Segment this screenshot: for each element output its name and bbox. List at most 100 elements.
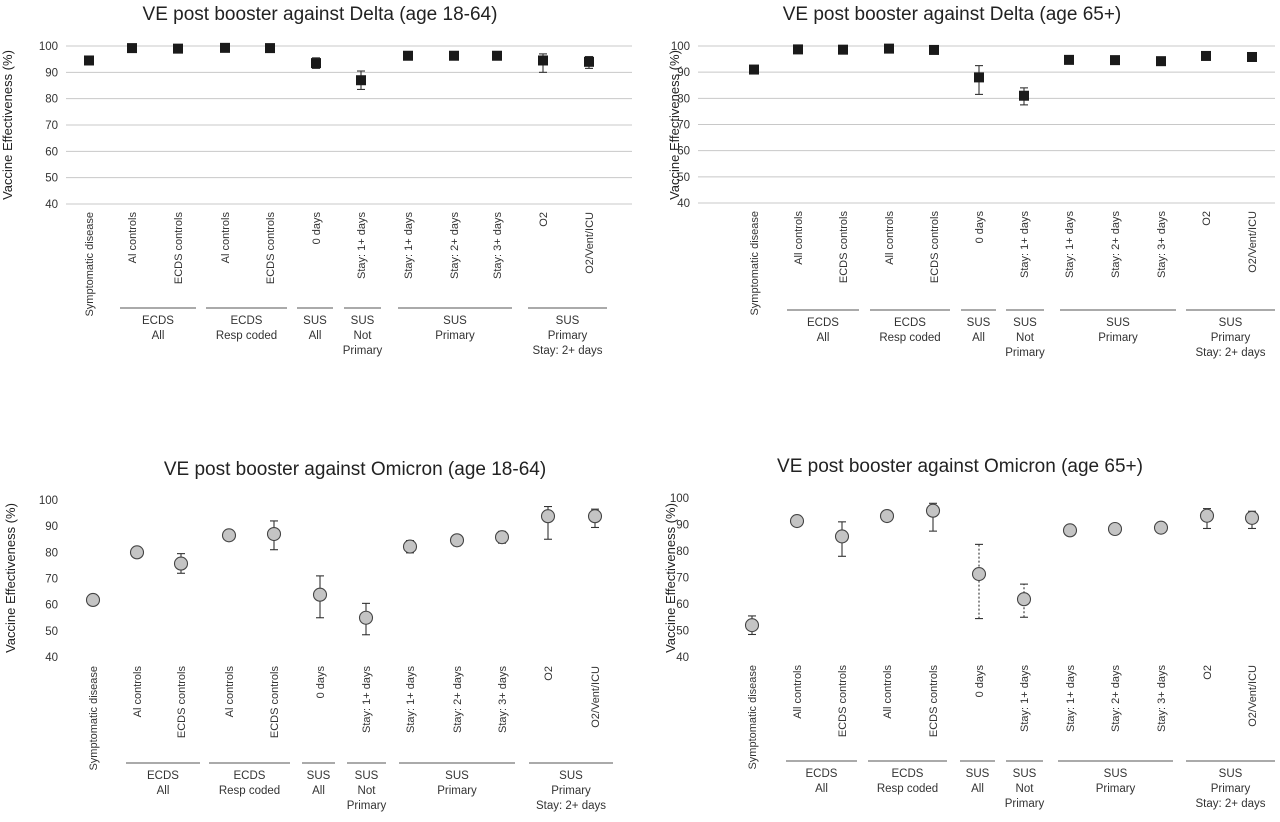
group-label: Not [354,330,373,342]
x-category-label: Stay: 3+ days [492,212,504,279]
data-point [1201,50,1211,61]
x-category-label: All controls [884,211,896,265]
point-marker [929,44,939,55]
data-point [1156,56,1166,67]
group-label: Resp coded [877,783,938,795]
data-point [402,539,418,554]
group-label: Primary [437,785,477,797]
data-point [538,53,548,73]
data-point [884,43,894,54]
point-marker [1107,521,1123,537]
x-category-label: Stay: 2+ days [1110,665,1122,732]
group-label: ECDS [892,768,924,780]
y-axis-label: Vaccine Effectiveness (%) [663,503,678,653]
x-category-label: Stay: 1+ days [361,666,373,733]
group-label: Primary [435,330,475,342]
point-marker [540,509,556,524]
data-point [838,44,848,55]
data-point [974,65,984,95]
x-category-label: All controls [792,665,804,719]
point-marker [84,55,94,66]
x-category-label: Stay: 1+ days [1019,665,1031,732]
data-point [587,508,603,529]
point-marker [129,545,145,560]
y-tick-label: 80 [45,94,58,106]
data-point [540,505,556,540]
group-label: SUS [559,770,583,782]
group-label: All [817,332,830,344]
x-category-label: O2/Vent/ICU [590,666,602,728]
point-marker [744,618,760,633]
point-marker [1201,50,1211,61]
y-tick-label: 50 [45,626,58,638]
data-point [834,521,850,557]
group-label: All [309,330,322,342]
x-category-label: O2 [1201,211,1213,226]
chart-panel-4: VE post booster against Omicron (age 65+… [663,456,1275,810]
point-marker [971,567,987,582]
data-point [1062,523,1078,538]
point-marker [173,43,183,54]
y-tick-label: 60 [677,146,690,158]
group-label: ECDS [807,317,839,329]
data-point [358,602,374,636]
group-label: ECDS [894,317,926,329]
point-marker [1199,508,1215,523]
group-label: All [971,783,984,795]
group-label: Resp coded [219,785,280,797]
x-category-label: ECDS controls [837,665,849,738]
y-axis-label: Vaccine Effectiveness (%) [0,50,15,200]
group-label: Resp coded [216,330,277,342]
group-label: SUS [556,315,580,327]
data-point [1199,508,1215,530]
y-tick-label: 50 [45,173,58,185]
y-axis-label: Vaccine Effectiveness (%) [667,50,682,200]
x-category-label: All controls [793,211,805,265]
x-category-label: O2/Vent/ICU [1247,665,1259,727]
data-point [84,55,94,66]
point-marker [127,43,137,54]
data-point [971,543,987,620]
y-tick-label: 100 [671,41,690,53]
x-category-label: Stay: 1+ days [1065,665,1077,732]
x-category-label: ECDS controls [838,211,850,284]
x-category-label: Symptomatic disease [88,666,100,771]
point-marker [494,530,510,545]
x-category-label: Symptomatic disease [749,211,761,316]
group-label: Not [1016,783,1035,795]
data-point [929,44,939,55]
point-marker [1153,520,1169,535]
y-tick-label: 90 [45,67,58,79]
point-marker [492,50,502,61]
group-label: All [972,332,985,344]
group-label: Stay: 2+ days [536,800,606,812]
point-marker [449,50,459,61]
x-category-label: O2 [538,212,550,227]
x-category-label: Stay: 2+ days [452,666,464,733]
point-marker [834,529,850,544]
y-tick-label: 90 [45,521,58,533]
x-category-label: 0 days [315,666,327,699]
data-point [129,545,145,560]
data-point [494,530,510,545]
y-tick-label: 100 [670,493,689,505]
data-point [879,508,895,524]
y-tick-label: 80 [45,547,58,559]
y-tick-label: 50 [676,626,689,638]
chart-panel-1: VE post booster against Delta (age 18-64… [0,4,632,357]
group-label: Primary [1005,798,1045,810]
chart-title: VE post booster against Delta (age 18-64… [143,4,498,25]
y-tick-label: 70 [676,573,689,585]
x-category-label: Al controls [224,666,236,718]
x-category-label: 0 days [974,665,986,698]
point-marker [793,44,803,55]
group-label: Primary [1211,783,1251,795]
data-point [403,50,413,61]
group-label: Primary [551,785,591,797]
x-category-label: Stay: 1+ days [403,212,415,279]
group-label: SUS [1219,317,1243,329]
data-point [749,64,759,75]
group-label: Primary [1096,783,1136,795]
point-marker [838,44,848,55]
point-marker [884,43,894,54]
